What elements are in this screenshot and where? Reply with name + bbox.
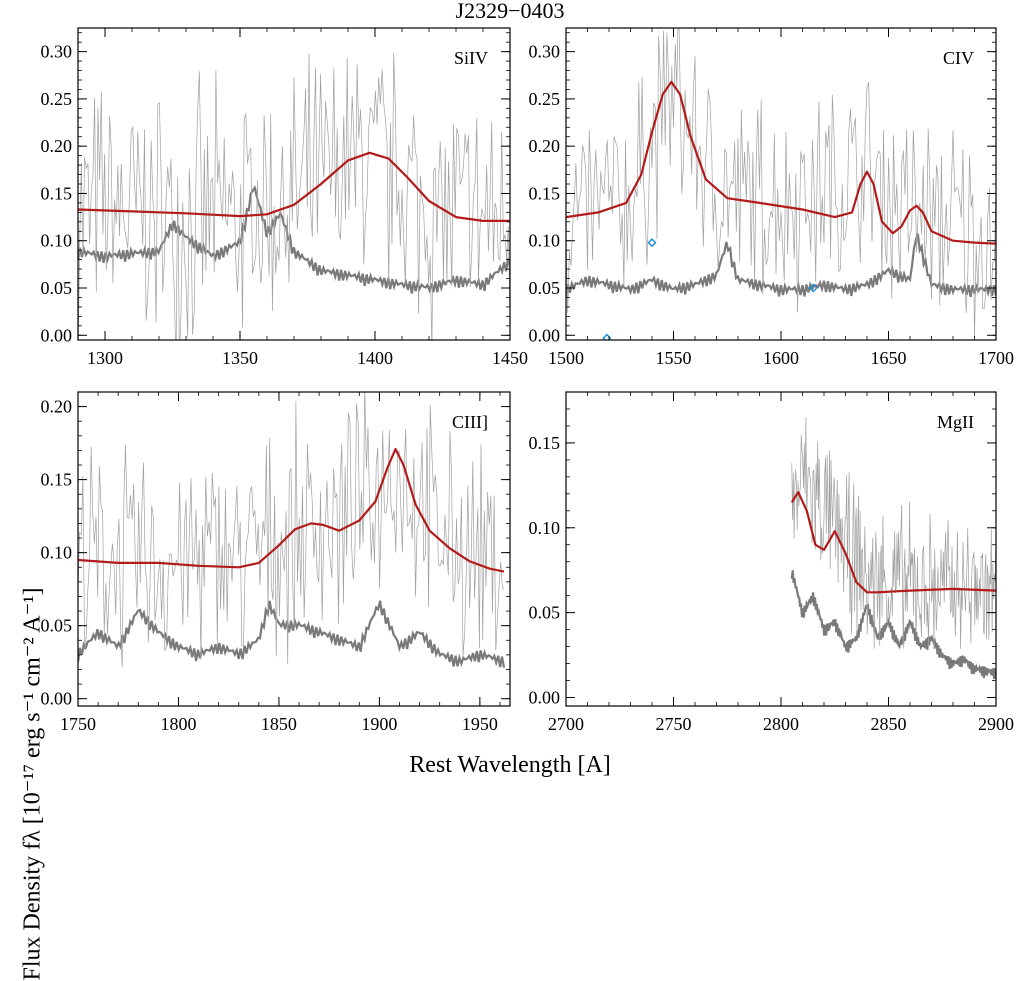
panel-mgii: 2700 2750 2800 2850 2900 0.00 0.05 0.10 0.15 MgII <box>529 391 1014 734</box>
plot-area <box>566 28 996 340</box>
y-tick-label: 0.25 <box>529 89 561 109</box>
y-tick-label: 0.30 <box>41 42 73 62</box>
plot-area <box>78 53 510 340</box>
y-tick-label: 0.05 <box>41 616 73 636</box>
panel-label: CIV <box>943 48 974 68</box>
panel-label: CIII] <box>452 412 488 432</box>
x-tick-label: 1850 <box>261 714 297 734</box>
x-tick-label: 1950 <box>462 714 498 734</box>
y-tick-label: 0.20 <box>41 136 73 156</box>
spectrum-line <box>78 53 510 340</box>
y-tick-label: 0.10 <box>41 543 73 563</box>
y-tick-label: 0.20 <box>41 397 73 417</box>
y-tick-label: 0.20 <box>529 136 561 156</box>
spectrum-line <box>78 392 505 668</box>
model-fit-line <box>790 491 996 594</box>
panel-frame <box>77 391 511 707</box>
plot-area <box>78 392 506 668</box>
x-tick-label: 1650 <box>871 348 907 368</box>
panel-label: MgII <box>937 412 974 432</box>
x-tick-label: 1400 <box>357 348 393 368</box>
y-tick-label: 0.00 <box>529 325 561 345</box>
error-spectrum-line <box>78 600 506 668</box>
error-spectrum-line <box>790 570 996 680</box>
model-fit-line <box>566 80 996 245</box>
x-tick-label: 1800 <box>160 714 196 734</box>
panel-frame <box>565 391 997 707</box>
x-tick-label: 2750 <box>656 714 692 734</box>
model-fit-line <box>78 151 510 222</box>
figure-title: J2329−0403 <box>455 0 565 23</box>
y-tick-label: 0.05 <box>529 603 561 623</box>
y-tick-label: 0.10 <box>529 231 561 251</box>
masked-pixel-marker <box>808 283 818 293</box>
y-tick-label: 0.10 <box>41 231 73 251</box>
spectrum-line <box>791 417 996 650</box>
x-tick-label: 1350 <box>222 348 258 368</box>
x-tick-label: 2800 <box>763 714 799 734</box>
panel-ciii: 1750 1800 1850 1900 1950 0.00 0.05 0.10 0.15 0.20… <box>41 391 511 734</box>
error-spectrum-line <box>566 233 996 298</box>
x-axis-label: Rest Wavelength [A] <box>409 752 611 778</box>
panel-frame <box>77 27 511 341</box>
x-tick-label: 1700 <box>978 348 1014 368</box>
y-tick-label: 0.00 <box>41 325 73 345</box>
y-tick-label: 0.15 <box>529 433 561 453</box>
y-tick-label: 0.05 <box>529 278 561 298</box>
y-tick-label: 0.00 <box>529 688 561 708</box>
x-tick-label: 1550 <box>656 348 692 368</box>
x-tick-label: 1900 <box>361 714 397 734</box>
x-tick-label: 1500 <box>548 348 584 368</box>
x-tick-label: 1300 <box>87 348 123 368</box>
panel-label: SiIV <box>454 48 488 68</box>
y-tick-label: 0.05 <box>41 278 73 298</box>
y-tick-label: 0.25 <box>41 89 73 109</box>
y-tick-label: 0.15 <box>41 183 73 203</box>
spectral-panels-figure: 1300 1350 1400 14500.000.050.100.150.200.25… <box>41 27 1014 734</box>
y-tick-label: 0.15 <box>529 183 561 203</box>
x-tick-label: 2900 <box>978 714 1014 734</box>
x-tick-label: 2850 <box>871 714 907 734</box>
y-tick-label: 0.15 <box>41 470 73 490</box>
masked-pixel-marker <box>647 238 657 248</box>
y-tick-label: 0.00 <box>41 689 73 709</box>
x-tick-label: 1600 <box>763 348 799 368</box>
y-tick-label: 0.10 <box>529 518 561 538</box>
plot-area <box>790 417 996 680</box>
x-tick-label: 1450 <box>492 348 528 368</box>
x-tick-label: 1750 <box>60 714 96 734</box>
x-tick-label: 2700 <box>548 714 584 734</box>
error-spectrum-line <box>78 185 510 294</box>
y-tick-label: 0.30 <box>529 42 561 62</box>
panel-siiv: 1300 1350 1400 1450 0.00 0.05 0.10 0.15 0.20 0.25… <box>41 27 528 368</box>
model-fit-line <box>78 447 505 573</box>
panel-civ: 1500 1550 1600 1650 1700 0.00 0.05 0.10 0.15 0.20… <box>529 27 1014 368</box>
spectrum-line <box>566 28 996 338</box>
